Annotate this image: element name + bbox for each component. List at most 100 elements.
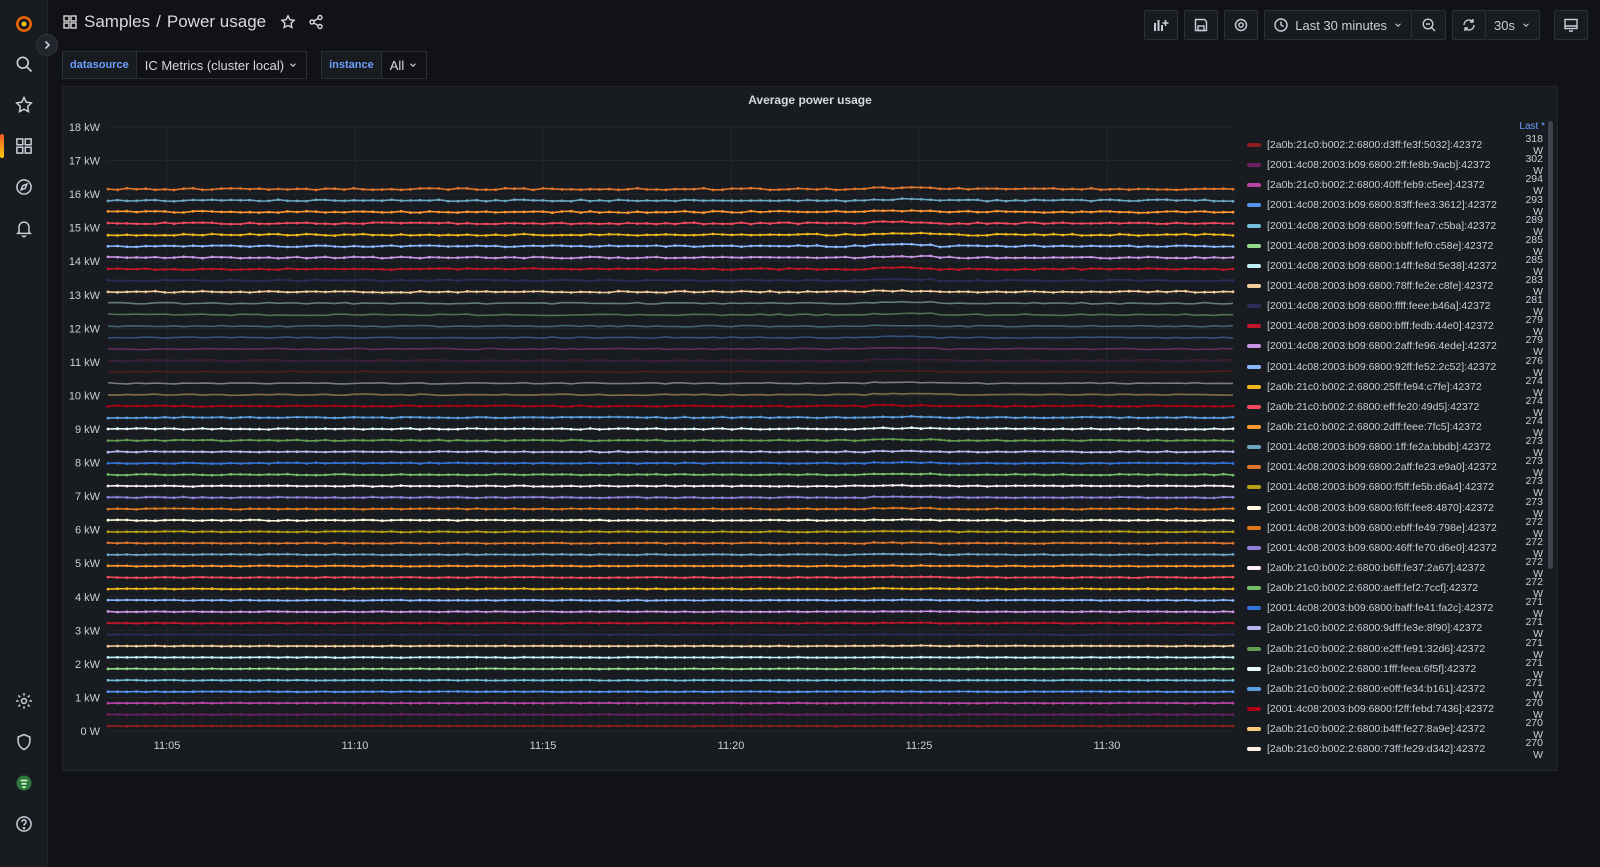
series-point xyxy=(948,416,951,420)
alerting-bell-icon[interactable] xyxy=(0,208,48,248)
dashboard-title[interactable]: Power usage xyxy=(166,12,267,31)
configuration-gear-icon[interactable] xyxy=(0,681,48,721)
legend-item[interactable]: [2001:4c08:2003:b09:6800:2aff:fe96:4ede]… xyxy=(1243,334,1553,358)
legend-item[interactable]: [2001:4c08:2003:b09:6800:ffff:feee:b46a]… xyxy=(1243,294,1553,318)
legend-item[interactable]: [2001:4c08:2003:b09:6800:f6ff:fee8:4870]… xyxy=(1243,496,1553,520)
legend-item[interactable]: [2001:4c08:2003:b09:6800:2aff:fe23:e9a0]… xyxy=(1243,455,1553,479)
series-point xyxy=(541,484,545,488)
legend-item[interactable]: [2a0b:21c0:b002:2:6800:40ff:feb9:c5ee]:4… xyxy=(1243,173,1553,197)
series-point xyxy=(815,461,819,465)
star-dashboard-button[interactable] xyxy=(280,14,296,30)
view-mode-button[interactable] xyxy=(1554,10,1588,40)
series-point xyxy=(664,667,668,671)
series-point xyxy=(239,416,242,419)
panel-title[interactable]: Average power usage xyxy=(748,93,872,107)
legend-item[interactable]: [2001:4c08:2003:b09:6800:baff:fe41:fa2c]… xyxy=(1243,596,1553,620)
series-point xyxy=(910,724,913,728)
series-point xyxy=(286,461,289,465)
legend-item[interactable]: [2001:4c08:2003:b09:6800:bfff:fedb:44e0]… xyxy=(1243,314,1553,338)
series-point xyxy=(1070,266,1074,270)
series-point xyxy=(881,575,885,579)
legend-item[interactable]: [2a0b:21c0:b002:2:6800:e0ff:fe34:b161]:4… xyxy=(1243,677,1553,701)
series-point xyxy=(957,404,961,408)
zoom-out-button[interactable] xyxy=(1412,10,1447,40)
series-point xyxy=(125,256,129,260)
series-point xyxy=(1042,267,1046,270)
legend-item[interactable]: [2001:4c08:2003:b09:6800:f2ff:febd:7436]… xyxy=(1243,697,1553,721)
legend-item[interactable]: [2a0b:21c0:b002:2:6800:eff:fe20:49d5]:42… xyxy=(1243,395,1553,419)
legend-item[interactable]: [2a0b:21c0:b002:2:6800:9dff:fe3e:8f90]:4… xyxy=(1243,616,1553,640)
series-point xyxy=(1042,427,1046,431)
explore-icon[interactable] xyxy=(0,167,48,207)
legend-item[interactable]: [2001:4c08:2003:b09:6800:1ff:fe2a:bbdb]:… xyxy=(1243,435,1553,459)
refresh-button[interactable] xyxy=(1452,10,1487,40)
legend-item[interactable]: [2a0b:21c0:b002:2:6800:b4ff:fe27:8a9e]:4… xyxy=(1243,717,1553,741)
series-point xyxy=(1070,450,1074,453)
legend-item[interactable]: [2001:4c08:2003:b09:6800:f5ff:fe5b:d6a4]… xyxy=(1243,475,1553,499)
series-point xyxy=(966,678,970,682)
legend-item[interactable]: [2a0b:21c0:b002:2:6800:25ff:fe94:c7fe]:4… xyxy=(1243,375,1553,399)
series-point xyxy=(1203,519,1206,522)
server-admin-shield-icon[interactable] xyxy=(0,722,48,762)
series-point xyxy=(484,222,488,226)
series-point xyxy=(664,439,668,443)
legend-item[interactable]: [2001:4c08:2003:b09:6800:14ff:fe8d:5e38]… xyxy=(1243,254,1553,278)
series-point xyxy=(1146,713,1150,717)
legend-item[interactable]: [2001:4c08:2003:b09:6800:92ff:fe52:2c52]… xyxy=(1243,355,1553,379)
legend-item[interactable]: [2a0b:21c0:b002:2:6800:d3ff:fe3f:5032]:4… xyxy=(1243,133,1553,157)
breadcrumb-folder[interactable]: Samples xyxy=(84,12,151,31)
dashboard-settings-button[interactable] xyxy=(1224,10,1259,40)
series-point xyxy=(210,564,214,568)
series-point xyxy=(853,210,857,214)
series-point xyxy=(966,198,970,202)
legend-item[interactable]: [2001:4c08:2003:b09:6800:78ff:fe2e:c8fe]… xyxy=(1243,274,1553,298)
series-point xyxy=(777,598,781,602)
series-point xyxy=(541,416,545,419)
series-point xyxy=(305,701,308,705)
legend-item[interactable]: [2a0b:21c0:b002:2:6800:aeff:fef2:7ccf]:4… xyxy=(1243,576,1553,600)
legend-item[interactable]: [2a0b:21c0:b002:2:6800:73ff:fe29:d342]:4… xyxy=(1243,737,1553,761)
help-icon[interactable] xyxy=(0,804,48,844)
legend-scrollbar[interactable] xyxy=(1548,121,1553,569)
series-point xyxy=(409,256,412,259)
legend-item[interactable]: [2a0b:21c0:b002:2:6800:e2ff:fe91:32d6]:4… xyxy=(1243,637,1553,661)
series-point xyxy=(1089,450,1093,454)
dashboards-icon[interactable] xyxy=(0,126,48,166)
legend-item[interactable]: [2001:4c08:2003:b09:6800:ebff:fe49:798e]… xyxy=(1243,516,1553,540)
series-point xyxy=(740,233,743,236)
series-point xyxy=(985,713,989,716)
save-dashboard-button[interactable] xyxy=(1184,10,1219,40)
legend-item[interactable]: [2001:4c08:2003:b09:6800:2ff:fe8b:9acb]:… xyxy=(1243,153,1553,177)
legend-sort-header[interactable]: Last * xyxy=(1519,121,1545,132)
series-point xyxy=(456,438,460,442)
grafana-logo-icon[interactable] xyxy=(0,4,48,44)
user-avatar[interactable] xyxy=(0,763,48,803)
time-range-picker[interactable]: Last 30 minutes xyxy=(1264,10,1413,40)
legend-item[interactable]: [2a0b:21c0:b002:2:6800:2dff:feee:7fc5]:4… xyxy=(1243,415,1553,439)
series-point xyxy=(919,587,923,591)
series-point xyxy=(446,622,450,625)
series-point xyxy=(900,495,904,499)
instance-picker[interactable]: All xyxy=(381,51,428,79)
share-dashboard-button[interactable] xyxy=(308,14,324,30)
refresh-interval-picker[interactable]: 30s xyxy=(1486,10,1540,40)
legend-item[interactable]: [2001:4c08:2003:b09:6800:bbff:fef0:c58e]… xyxy=(1243,234,1553,258)
legend-item[interactable]: [2a0b:21c0:b002:2:6800:b6ff:fe37:2a67]:4… xyxy=(1243,556,1553,580)
time-series-chart[interactable]: 0 W1 kW2 kW3 kW4 kW5 kW6 kW7 kW8 kW9 kW1… xyxy=(63,87,1243,772)
starred-icon[interactable] xyxy=(0,85,48,125)
series-point xyxy=(276,564,280,568)
legend-item[interactable]: [2001:4c08:2003:b09:6800:46ff:fe70:d6e0]… xyxy=(1243,536,1553,560)
add-panel-button[interactable] xyxy=(1144,10,1179,40)
search-icon[interactable] xyxy=(0,44,48,84)
legend-item[interactable]: [2001:4c08:2003:b09:6800:83ff:fee3:3612]… xyxy=(1243,194,1553,218)
series-point xyxy=(257,290,261,294)
datasource-picker[interactable]: IC Metrics (cluster local) xyxy=(136,51,308,79)
legend-item[interactable]: [2a0b:21c0:b002:2:6800:1fff:feea:6f5f]:4… xyxy=(1243,657,1553,681)
legend-item[interactable]: [2001:4c08:2003:b09:6800:59ff:fea7:c5ba]… xyxy=(1243,214,1553,238)
y-tick-label: 0 W xyxy=(80,726,100,738)
series-point xyxy=(1174,233,1178,237)
series-point xyxy=(1052,484,1055,488)
expand-menu-button[interactable] xyxy=(36,34,58,56)
series-point xyxy=(371,427,375,431)
